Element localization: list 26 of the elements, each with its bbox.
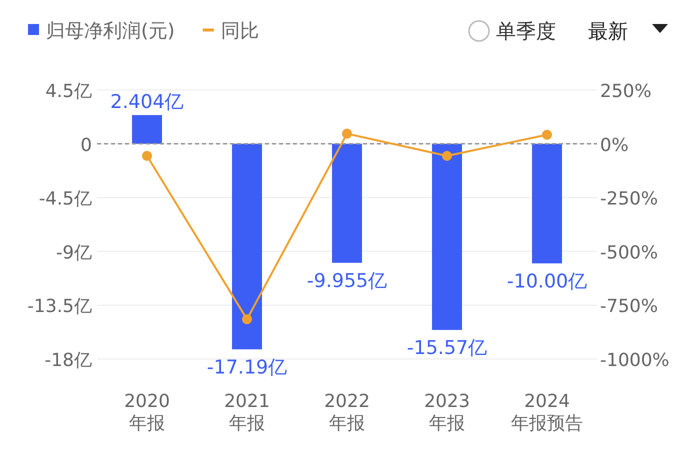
control-label: 最新 [588,19,628,43]
legend-label: 同比 [220,20,259,42]
xtick: 2023 年报 [424,391,470,434]
ytick: -4.5亿 [38,188,92,210]
data-label: -9.955亿 [306,270,388,292]
y2tick: -500% [600,242,658,264]
xtick: 2022 年报 [324,391,370,434]
y2tick: 0% [600,134,629,156]
xtick: 2024 年报预告 [511,391,583,434]
data-label: -15.57亿 [406,336,488,359]
data-label: -10.00亿 [506,270,588,292]
legend-label: 归母净利润(元) [46,20,175,42]
ytick: -13.5亿 [27,296,92,318]
ytick: 4.5亿 [45,81,92,102]
control-label: 单季度 [496,19,556,43]
data-label: 2.404亿 [110,91,184,114]
data-label: -17.19亿 [206,356,288,378]
y2tick: 250% [600,81,652,102]
ytick: -9亿 [56,242,92,264]
xtick: 2021 年报 [224,391,270,434]
ytick: -18亿 [44,350,92,371]
y2tick: -250% [600,188,658,210]
ytick: 0 [80,134,92,156]
xtick: 2020 年报 [124,391,170,434]
y2tick: -750% [600,296,658,318]
y2tick: -1000% [600,350,670,371]
